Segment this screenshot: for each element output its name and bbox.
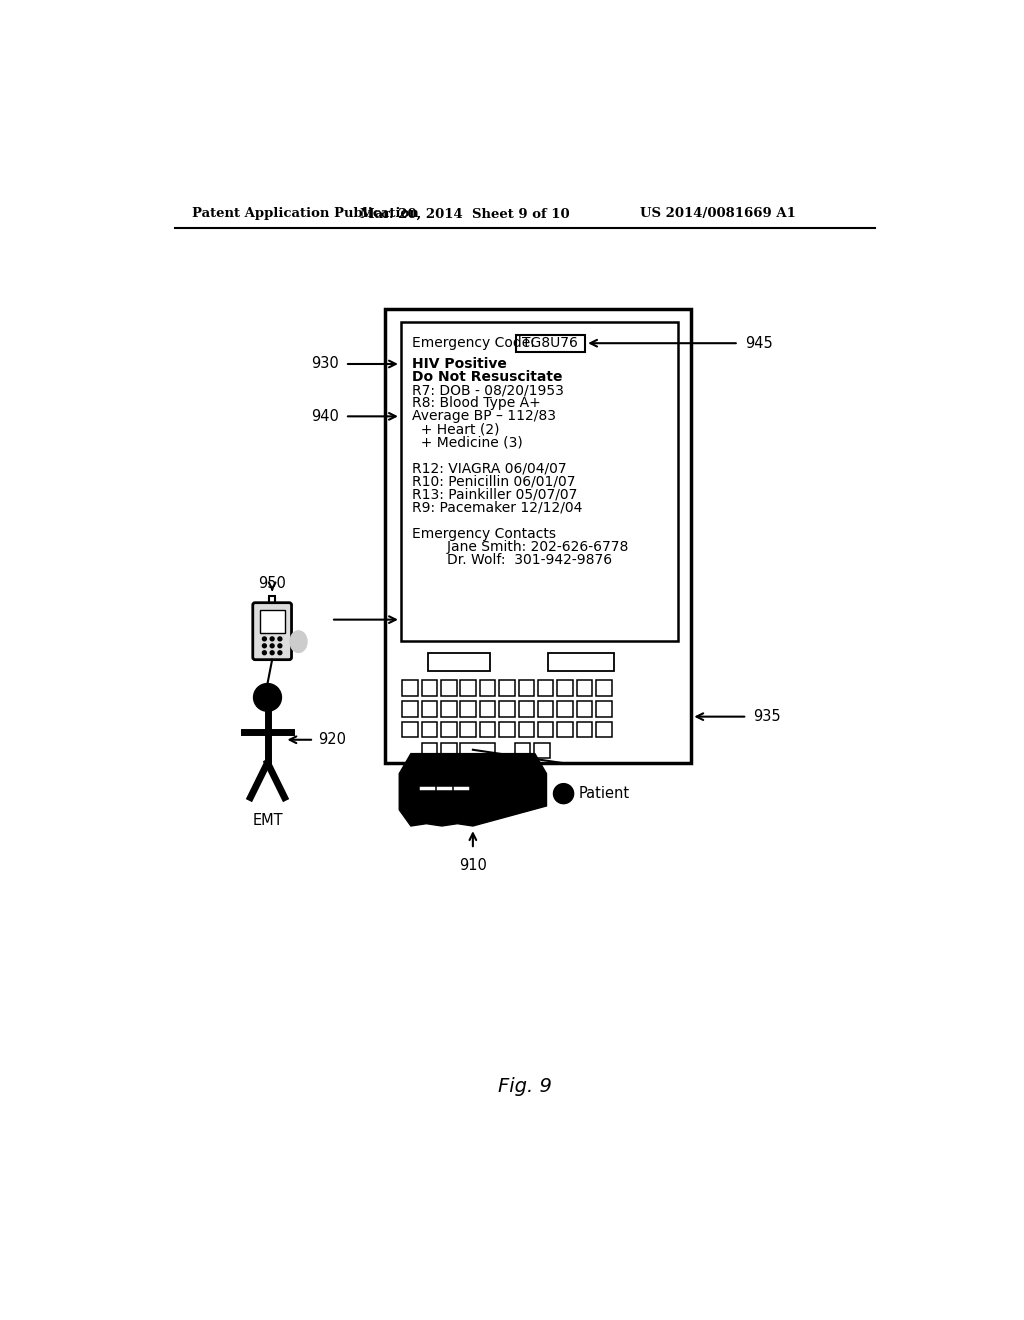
Bar bbox=[461, 722, 476, 738]
Text: Emergency Contacts: Emergency Contacts bbox=[412, 527, 556, 541]
Text: + Heart (2): + Heart (2) bbox=[412, 422, 499, 437]
Circle shape bbox=[262, 644, 266, 648]
Bar bbox=[461, 743, 496, 758]
Bar bbox=[441, 743, 457, 758]
Bar bbox=[461, 681, 476, 696]
Text: 945: 945 bbox=[744, 335, 773, 351]
Bar bbox=[400, 322, 678, 642]
Bar bbox=[500, 681, 515, 696]
Text: Mar. 20, 2014  Sheet 9 of 10: Mar. 20, 2014 Sheet 9 of 10 bbox=[360, 207, 570, 220]
Circle shape bbox=[262, 651, 266, 655]
Bar bbox=[480, 701, 496, 717]
Text: Fig. 9: Fig. 9 bbox=[498, 1077, 552, 1096]
Text: 950: 950 bbox=[258, 576, 286, 591]
Circle shape bbox=[262, 638, 266, 640]
Bar bbox=[500, 701, 515, 717]
Text: R7: DOB - 08/20/1953: R7: DOB - 08/20/1953 bbox=[412, 383, 563, 397]
Bar bbox=[402, 722, 418, 738]
Circle shape bbox=[254, 684, 282, 711]
Bar bbox=[422, 743, 437, 758]
Bar bbox=[538, 722, 554, 738]
Circle shape bbox=[270, 651, 274, 655]
Text: Average BP – 112/83: Average BP – 112/83 bbox=[412, 409, 556, 424]
Bar bbox=[422, 722, 437, 738]
Bar bbox=[260, 610, 285, 632]
Bar bbox=[441, 722, 457, 738]
FancyBboxPatch shape bbox=[253, 603, 292, 660]
Text: 930: 930 bbox=[311, 356, 339, 371]
Bar bbox=[461, 701, 476, 717]
Bar bbox=[577, 722, 592, 738]
Bar bbox=[596, 701, 611, 717]
Bar bbox=[557, 722, 572, 738]
Bar bbox=[538, 701, 554, 717]
Bar bbox=[480, 681, 496, 696]
Bar bbox=[548, 653, 614, 671]
Text: Dr. Wolf:  301-942-9876: Dr. Wolf: 301-942-9876 bbox=[412, 553, 611, 568]
Text: HIV Positive: HIV Positive bbox=[412, 356, 507, 371]
Bar bbox=[515, 743, 530, 758]
Bar bbox=[500, 722, 515, 738]
Bar bbox=[402, 701, 418, 717]
Bar bbox=[538, 681, 554, 696]
Text: TG8U76: TG8U76 bbox=[522, 337, 579, 350]
Circle shape bbox=[278, 651, 282, 655]
Bar bbox=[557, 701, 572, 717]
Text: R8: Blood Type A+: R8: Blood Type A+ bbox=[412, 396, 541, 411]
Bar bbox=[515, 335, 586, 351]
Text: Jane Smith: 202-626-6778: Jane Smith: 202-626-6778 bbox=[412, 540, 628, 554]
Bar bbox=[577, 701, 592, 717]
Bar bbox=[535, 743, 550, 758]
Text: R12: VIAGRA 06/04/07: R12: VIAGRA 06/04/07 bbox=[412, 462, 566, 475]
Circle shape bbox=[270, 638, 274, 640]
Text: R9: Pacemaker 12/12/04: R9: Pacemaker 12/12/04 bbox=[412, 502, 582, 515]
Text: Emergency Code:: Emergency Code: bbox=[412, 337, 535, 350]
Text: EMT: EMT bbox=[252, 813, 283, 828]
Bar bbox=[518, 722, 535, 738]
Bar bbox=[422, 701, 437, 717]
Bar bbox=[441, 701, 457, 717]
Text: Patent Application Publication: Patent Application Publication bbox=[191, 207, 418, 220]
Bar bbox=[577, 681, 592, 696]
Bar bbox=[518, 681, 535, 696]
Bar bbox=[441, 681, 457, 696]
Bar bbox=[596, 681, 611, 696]
Bar bbox=[428, 653, 489, 671]
Circle shape bbox=[278, 638, 282, 640]
Text: + Medicine (3): + Medicine (3) bbox=[412, 436, 522, 450]
Bar bbox=[518, 701, 535, 717]
Circle shape bbox=[278, 644, 282, 648]
Text: Do Not Resuscitate: Do Not Resuscitate bbox=[412, 370, 562, 384]
Text: R13: Painkiller 05/07/07: R13: Painkiller 05/07/07 bbox=[412, 488, 578, 502]
Text: 910: 910 bbox=[459, 858, 486, 874]
Text: US 2014/0081669 A1: US 2014/0081669 A1 bbox=[640, 207, 796, 220]
Text: 935: 935 bbox=[754, 709, 781, 725]
Bar bbox=[402, 681, 418, 696]
Circle shape bbox=[270, 644, 274, 648]
Bar bbox=[385, 309, 691, 763]
Polygon shape bbox=[399, 754, 547, 826]
Text: 940: 940 bbox=[311, 409, 339, 424]
Bar bbox=[422, 681, 437, 696]
Text: 920: 920 bbox=[317, 733, 346, 747]
Bar bbox=[596, 722, 611, 738]
Text: R10: Penicillin 06/01/07: R10: Penicillin 06/01/07 bbox=[412, 475, 575, 488]
Bar bbox=[269, 595, 275, 607]
Circle shape bbox=[554, 784, 573, 804]
Bar bbox=[557, 681, 572, 696]
Ellipse shape bbox=[290, 631, 307, 652]
Text: Patient: Patient bbox=[579, 787, 630, 801]
Bar bbox=[480, 722, 496, 738]
